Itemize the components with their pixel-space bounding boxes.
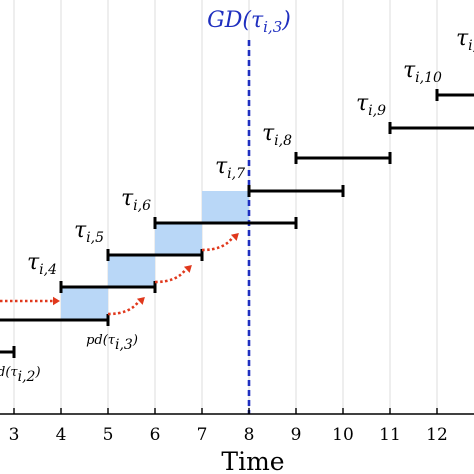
x-tick-label: 8 (244, 425, 255, 445)
delay-arrow (201, 236, 234, 252)
job-label: τi,1 (456, 26, 474, 54)
job-label: τi,9 (356, 91, 386, 119)
arrow-head (183, 265, 192, 273)
x-axis: 3 4 5 6 7 8 9 10 11 12 (0, 408, 474, 445)
x-tick-label: 5 (103, 425, 114, 445)
global-deadline-label: GD(τi,3) (207, 8, 291, 36)
x-tick-label: 7 (197, 425, 208, 445)
job-label: τi,6 (121, 186, 151, 214)
x-tick-label: 4 (56, 425, 67, 445)
x-tick-label: 9 (291, 425, 302, 445)
blocked-interval (202, 191, 249, 224)
blocked-intervals (61, 191, 249, 320)
job-label: τi,8 (262, 121, 292, 149)
job-label: τi,5 (74, 218, 104, 246)
job-label: τi,7 (215, 154, 245, 182)
job-label: τi,4 (27, 250, 57, 278)
arrow-head (230, 233, 239, 241)
annotation-label: d(τi,2) (0, 365, 41, 385)
delay-arrows (0, 233, 239, 316)
x-tick-label: 6 (150, 425, 161, 445)
arrow-head (136, 297, 145, 305)
x-axis-label: Time (221, 447, 284, 474)
job-label: τi,10 (403, 58, 442, 86)
x-tick-label: 10 (332, 425, 354, 445)
x-tick-label: 11 (379, 425, 401, 445)
job-labels: τi,4 τi,5 τi,6 τi,7 τi,8 τi,9 τi,10 τi,1 pd(τi,3… (0, 26, 474, 385)
x-tick-label: 12 (426, 425, 448, 445)
blocked-interval (61, 287, 108, 320)
blocked-interval (108, 255, 155, 288)
blocked-interval (155, 223, 202, 256)
delay-arrow (154, 268, 187, 284)
job-bars (0, 89, 474, 358)
arrow-head (53, 296, 60, 306)
annotation-label: pd(τi,3) (86, 333, 138, 353)
delay-arrow (107, 300, 140, 316)
x-tick-label: 3 (9, 425, 20, 445)
